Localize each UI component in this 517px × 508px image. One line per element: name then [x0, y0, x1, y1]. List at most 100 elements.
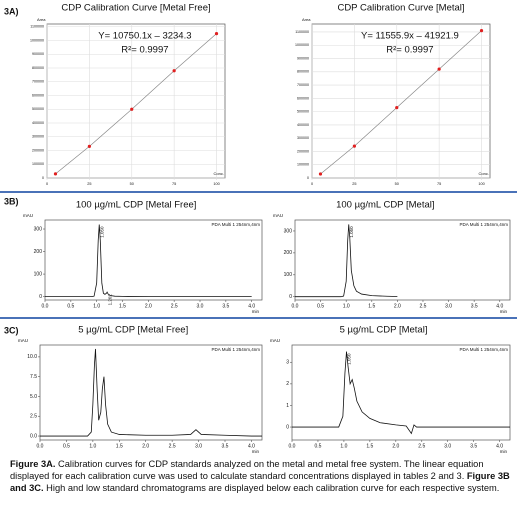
chromatogram-line: [40, 348, 262, 437]
plot-frame: [294, 219, 511, 301]
x-tick-label: 3.0: [444, 443, 451, 449]
y-tick-label: 200: [34, 249, 43, 255]
chromatogram-line: [295, 224, 398, 298]
y-tick-label: 1100000: [30, 25, 44, 29]
peak-label: 1.050: [349, 226, 354, 238]
y-tick-label: 2: [286, 381, 289, 387]
plot-frame: [39, 344, 263, 441]
y-axis-label: mAU: [23, 213, 33, 218]
data-point: [87, 144, 91, 148]
x-tick-label: 0: [46, 182, 48, 186]
y-tick-label: 600000: [297, 96, 309, 100]
x-tick-label: 1.5: [368, 303, 375, 309]
x-tick-label: 4.0: [496, 303, 503, 309]
y-axis-label: Area: [302, 17, 311, 22]
chromatogram-line: [45, 224, 252, 298]
x-tick-label: 2.5: [419, 303, 426, 309]
x-tick-label: 0.5: [317, 303, 324, 309]
x-tick-label: 2.0: [145, 303, 152, 309]
chart-title: 100 µg/mL CDP [Metal Free]: [76, 200, 197, 211]
plot-frame: [44, 219, 263, 301]
y-tick-label: 400000: [32, 121, 44, 125]
chart: 100 µg/mL CDP [Metal Free] 0 100 200 300 0.0 0…: [23, 200, 263, 314]
y-tick-label: 1000000: [295, 43, 309, 47]
x-tick-label: 1.5: [116, 443, 123, 449]
y-tick-label: 900000: [32, 52, 44, 56]
x-tick-label: 2.5: [169, 443, 176, 449]
x-tick-label: 4.0: [248, 303, 255, 309]
peak-label: 1.050: [99, 226, 104, 238]
y-axis-label: mAU: [270, 338, 280, 343]
data-point: [395, 106, 399, 110]
y-tick-label: 700000: [297, 83, 309, 87]
y-axis-label: mAU: [18, 338, 28, 343]
x-tick-label: 100: [478, 182, 484, 186]
x-tick-label: 25: [352, 182, 356, 186]
legend: PDA Multi 1 254nm,4nm: [459, 222, 508, 227]
data-point: [53, 172, 58, 176]
legend: PDA Multi 1 254nm,4nm: [211, 222, 260, 227]
data-point: [130, 107, 134, 111]
peak-label: 1.050: [347, 353, 352, 365]
x-tick-label: 4.0: [496, 443, 503, 449]
chart: 5 µg/mL CDP [Metal] 0 1 2 3 0.0 0.5 1.0 1.5 2.0 2.…: [270, 325, 511, 454]
chart: CDP Calibration Curve [Metal] 0 100000 2000…: [295, 3, 491, 186]
y-tick-label: 1: [286, 403, 289, 409]
chromatogram-line: [292, 351, 510, 435]
x-tick-label: 3.0: [445, 303, 452, 309]
x-tick-label: 1.0: [340, 443, 347, 449]
chart-title: 5 µg/mL CDP [Metal Free]: [78, 325, 188, 336]
x-tick-label: 0.5: [63, 443, 70, 449]
x-tick-label: 3.5: [470, 443, 477, 449]
y-tick-label: 800000: [32, 66, 44, 70]
x-axis-label: min: [252, 449, 260, 454]
x-tick-label: 0.5: [67, 303, 74, 309]
y-tick-label: 500000: [32, 107, 44, 111]
data-point: [318, 172, 323, 176]
x-tick-label: 0: [311, 182, 313, 186]
panel-label: 3C): [4, 325, 19, 335]
x-tick-label: 3.5: [222, 303, 229, 309]
x-tick-label: 2.5: [418, 443, 425, 449]
plot-frame: [291, 344, 511, 441]
caption-text: Figure 3B and 3C.: [10, 471, 510, 493]
chart: 5 µg/mL CDP [Metal Free] 0.0 2.5 5.0 7.5 10.0…: [18, 325, 263, 454]
caption-text: Figure 3A.: [10, 459, 56, 469]
legend: PDA Multi 1 254nm,4nm: [459, 347, 508, 352]
x-tick-label: 0.0: [292, 303, 299, 309]
x-tick-label: 1.5: [119, 303, 126, 309]
x-tick-label: 50: [395, 182, 399, 186]
x-tick-label: 1.0: [343, 303, 350, 309]
y-tick-label: 0: [289, 294, 292, 300]
y-tick-label: 0: [42, 176, 44, 180]
y-tick-label: 100000: [297, 163, 309, 167]
y-tick-label: 0: [286, 424, 289, 430]
x-tick-label: 75: [437, 182, 441, 186]
r-squared: R²= 0.9997: [121, 45, 168, 56]
x-tick-label: 2.5: [171, 303, 178, 309]
x-tick-label: 2.0: [392, 443, 399, 449]
y-tick-label: 400000: [297, 123, 309, 127]
data-point: [479, 29, 484, 33]
y-tick-label: 100: [284, 272, 293, 278]
x-tick-label: 50: [130, 182, 134, 186]
x-axis-label: min: [500, 449, 508, 454]
caption-text: High and low standard chromatograms are …: [43, 483, 500, 493]
equation: Y= 11555.9x – 41921.9: [361, 31, 459, 42]
y-tick-label: 800000: [297, 70, 309, 74]
x-tick-label: 0.0: [289, 443, 296, 449]
chart: CDP Calibration Curve [Metal Free] 0 10000…: [30, 3, 226, 186]
y-tick-label: 600000: [32, 93, 44, 97]
legend: PDA Multi 1 254nm,4nm: [211, 347, 260, 352]
x-tick-label: 100: [213, 182, 219, 186]
x-axis-label: Conc.: [479, 171, 489, 176]
x-tick-label: 0.0: [42, 303, 49, 309]
x-axis-label: min: [500, 309, 508, 314]
y-tick-label: 0: [39, 294, 42, 300]
caption: Figure 3A. Calibration curves for CDP st…: [10, 458, 510, 494]
y-tick-label: 300000: [297, 136, 309, 140]
y-axis-label: mAU: [273, 213, 283, 218]
panel-label: 3A): [4, 6, 19, 16]
